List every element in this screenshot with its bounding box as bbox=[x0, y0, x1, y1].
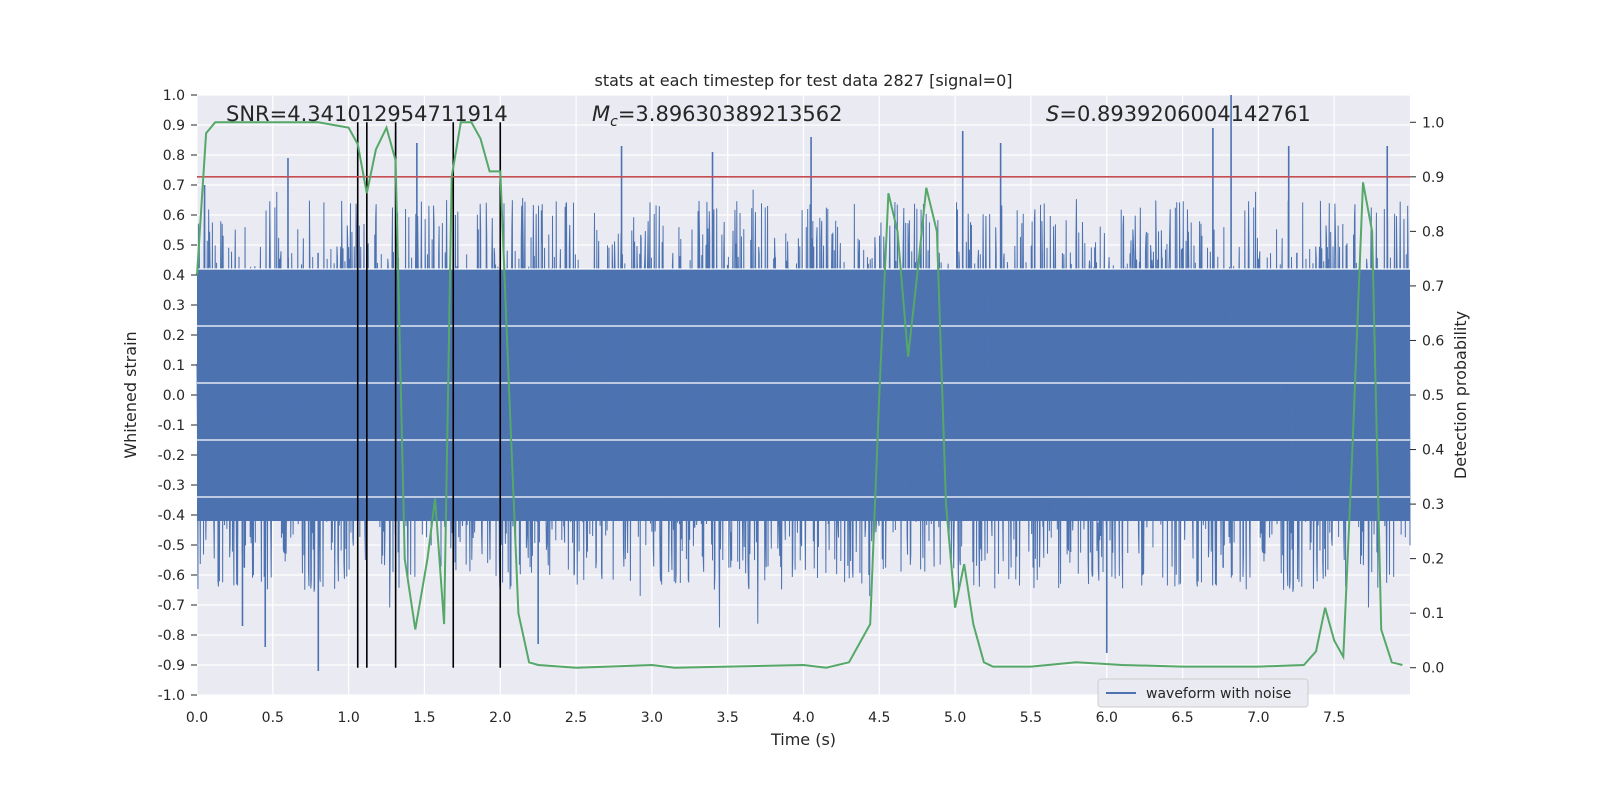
y-tick-label: 0.4 bbox=[163, 268, 185, 284]
legend-label: waveform with noise bbox=[1146, 686, 1291, 702]
x-tick-label: 7.0 bbox=[1247, 710, 1269, 726]
x-tick-label: 3.5 bbox=[717, 710, 739, 726]
y-tick-label: -0.5 bbox=[158, 538, 185, 554]
y-tick-label: 0.5 bbox=[163, 238, 185, 254]
x-tick-label: 2.5 bbox=[565, 710, 587, 726]
detection-probability-line bbox=[196, 121, 1403, 669]
x-tick-label: 4.5 bbox=[868, 710, 890, 726]
x-tick-label: 3.0 bbox=[641, 710, 663, 726]
y-tick-label: 0.8 bbox=[163, 148, 185, 164]
legend-box bbox=[1097, 678, 1309, 708]
y-tick-label: 0.2 bbox=[163, 328, 185, 344]
legend: waveform with noise bbox=[1097, 678, 1309, 708]
snr-annotation: SNR=4.341012954711914 bbox=[226, 102, 508, 126]
detection-markers bbox=[356, 122, 502, 668]
y2-tick-label: 0.4 bbox=[1422, 443, 1444, 459]
x-axis-ticks: 0.0 0.5 1.0 1.5 2.0 2.5 3.0 3.5 4.0 4.5 5.0 5.5 6.0 6… bbox=[186, 710, 1345, 726]
x-tick-label: 1.5 bbox=[413, 710, 435, 726]
x-tick-label: 2.0 bbox=[489, 710, 511, 726]
y-tick-label: -0.8 bbox=[158, 628, 185, 644]
y-axis-ticks: 1.0 0.9 0.8 0.7 0.6 0.5 0.4 0.3 0.2 0.1 0.0 -0.1 -0.… bbox=[158, 88, 197, 704]
y-tick-label: 1.0 bbox=[163, 88, 185, 104]
s-symbol: S bbox=[1046, 102, 1059, 126]
y-tick-label: 0.3 bbox=[163, 298, 185, 314]
mc-value: =3.89630389213562 bbox=[618, 102, 843, 126]
x-tick-label: 6.0 bbox=[1096, 710, 1118, 726]
y-tick-label: -1.0 bbox=[158, 688, 185, 704]
y2-tick-label: 0.8 bbox=[1422, 224, 1444, 240]
y-tick-label: -0.7 bbox=[158, 598, 185, 614]
y-axis-label: Whitened strain bbox=[121, 331, 140, 458]
y2-tick-label: 1.0 bbox=[1422, 115, 1444, 131]
y-tick-label: -0.6 bbox=[158, 568, 185, 584]
y2-tick-label: 0.5 bbox=[1422, 388, 1444, 404]
x-tick-label: 0.0 bbox=[186, 710, 208, 726]
x-tick-label: 5.5 bbox=[1020, 710, 1042, 726]
s-value: =0.8939206004142761 bbox=[1059, 102, 1310, 126]
x-tick-label: 1.0 bbox=[337, 710, 359, 726]
s-annotation: S=0.8939206004142761 bbox=[1046, 102, 1311, 126]
y-tick-label: 0.7 bbox=[163, 178, 185, 194]
y2-axis-label: Detection probability bbox=[1451, 311, 1470, 479]
mc-subscript: c bbox=[610, 114, 618, 130]
y2-tick-label: 0.7 bbox=[1422, 279, 1444, 295]
y-tick-label: -0.2 bbox=[158, 448, 185, 464]
x-tick-label: 5.0 bbox=[944, 710, 966, 726]
y2-tick-label: 0.1 bbox=[1422, 606, 1444, 622]
y-tick-label: 0.6 bbox=[163, 208, 185, 224]
y2-tick-label: 0.2 bbox=[1422, 552, 1444, 568]
y-tick-label: -0.4 bbox=[158, 508, 185, 524]
chart-title: stats at each timestep for test data 282… bbox=[594, 71, 1012, 90]
y2-tick-label: 0.9 bbox=[1422, 170, 1444, 186]
y-tick-label: 0.0 bbox=[163, 388, 185, 404]
x-axis-label: Time (s) bbox=[770, 730, 836, 749]
y2-tick-label: 0.0 bbox=[1422, 661, 1444, 677]
x-tick-label: 4.0 bbox=[792, 710, 814, 726]
y2-axis-ticks: 1.0 0.9 0.8 0.7 0.6 0.5 0.4 0.3 0.2 0.1 0.0 bbox=[1410, 115, 1444, 677]
y-tick-label: 0.1 bbox=[163, 358, 185, 374]
chirp-mass-annotation: Mc=3.89630389213562 bbox=[592, 102, 843, 130]
waveform-trace bbox=[196, 189, 1411, 628]
y2-tick-label: 0.6 bbox=[1422, 333, 1444, 349]
y-tick-label: 0.9 bbox=[163, 118, 185, 134]
x-tick-label: 6.5 bbox=[1171, 710, 1193, 726]
y-tick-label: -0.3 bbox=[158, 478, 185, 494]
x-tick-label: 7.5 bbox=[1323, 710, 1345, 726]
y2-tick-label: 0.3 bbox=[1422, 497, 1444, 513]
x-tick-label: 0.5 bbox=[262, 710, 284, 726]
y-tick-label: -0.1 bbox=[158, 418, 185, 434]
y-tick-label: -0.9 bbox=[158, 658, 185, 674]
mc-symbol: M bbox=[592, 102, 610, 126]
